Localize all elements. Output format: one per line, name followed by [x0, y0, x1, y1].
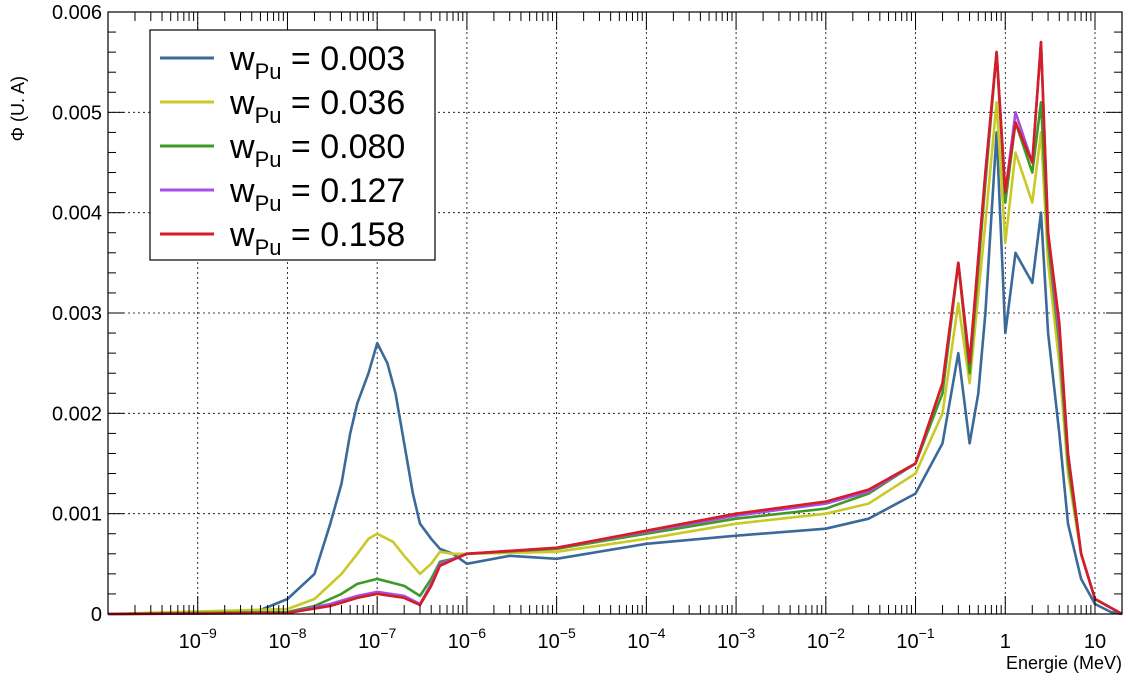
- legend-label: wPu = 0.158: [229, 216, 405, 260]
- x-tick-label: 10−8: [268, 625, 306, 653]
- x-tick-label: 10−4: [627, 625, 665, 653]
- y-tick-label: 0.003: [52, 303, 102, 325]
- x-axis-title: Energie (MeV): [1006, 653, 1122, 673]
- x-tick-label: 10: [1084, 631, 1106, 653]
- series-line: [107, 131, 1123, 616]
- x-tick-label: 10−2: [807, 625, 845, 653]
- y-tick-label: 0: [91, 604, 102, 626]
- y-axis-title: Φ (U. A): [8, 76, 28, 141]
- series-line: [107, 101, 1123, 616]
- x-tick-label: 10−5: [538, 625, 576, 653]
- x-tick-label: 10−9: [179, 625, 217, 653]
- y-tick-label: 0.006: [52, 2, 102, 24]
- legend-label: wPu = 0.127: [229, 172, 405, 216]
- x-tick-label: 1: [1000, 631, 1011, 653]
- y-tick-label: 0.002: [52, 403, 102, 425]
- legend-label: wPu = 0.036: [229, 84, 405, 128]
- legend-label: wPu = 0.003: [229, 40, 405, 84]
- x-tick-label: 10−6: [448, 625, 486, 653]
- y-tick-label: 0.004: [52, 203, 102, 225]
- axes: [107, 11, 1123, 615]
- tick-labels: 0 0.001 0.002 0.003 0.004 0.005 0.006 10−9 10−8 1…: [52, 2, 1106, 653]
- x-tick-label: 10−1: [896, 625, 934, 653]
- series-line: [107, 40, 1123, 616]
- y-tick-label: 0.001: [52, 504, 102, 526]
- x-tick-label: 10−7: [358, 625, 396, 653]
- y-tick-label: 0.005: [52, 102, 102, 124]
- x-tick-label: 10−3: [717, 625, 755, 653]
- series-group: [107, 40, 1123, 616]
- legend-label: wPu = 0.080: [229, 128, 405, 172]
